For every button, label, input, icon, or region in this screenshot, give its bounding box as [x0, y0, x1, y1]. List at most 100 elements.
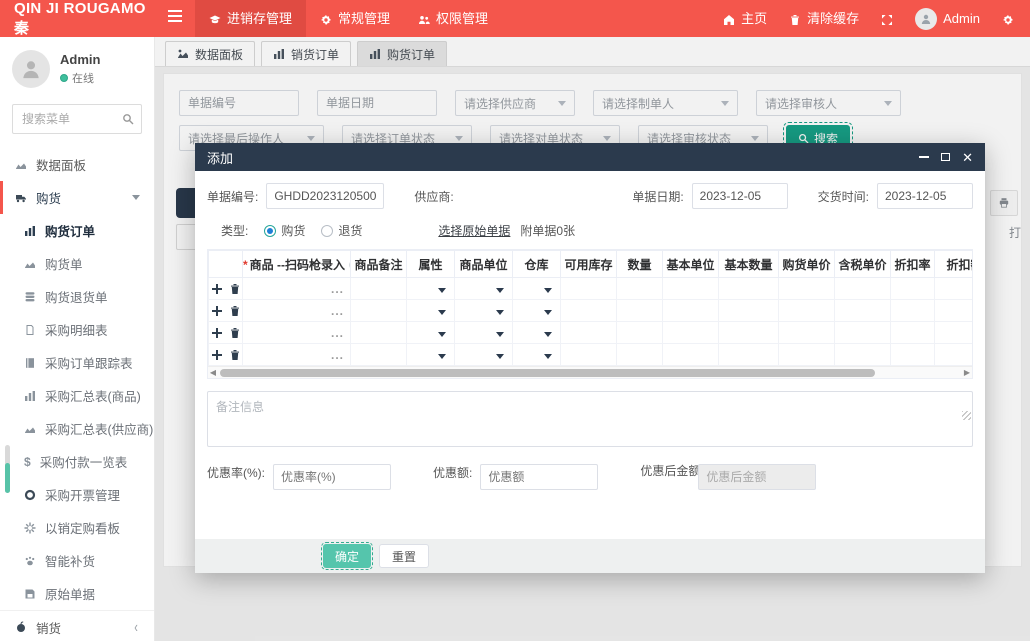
- delivery-date-input[interactable]: [877, 183, 973, 209]
- sidebar-item-label: 智能补货: [45, 555, 96, 569]
- sidebar-item-original-documents[interactable]: 原始单据: [0, 577, 154, 610]
- sidebar-scrollbar[interactable]: [5, 445, 10, 493]
- minimize-icon[interactable]: [919, 156, 930, 158]
- nav-home-label: 主页: [741, 11, 768, 26]
- warehouse-dropdown-cell[interactable]: [512, 321, 561, 344]
- warehouse-dropdown-cell[interactable]: [512, 299, 561, 322]
- product-picker-cell[interactable]: [242, 277, 351, 300]
- sidebar-item-purchase-bill[interactable]: 购货单: [0, 247, 154, 280]
- nav-item-general[interactable]: 常规管理: [306, 0, 404, 37]
- sidebar-item-purchase[interactable]: 购货: [0, 181, 154, 214]
- discount-amount-input[interactable]: [480, 464, 599, 490]
- attribute-dropdown-cell[interactable]: [406, 277, 455, 300]
- warehouse-dropdown-cell[interactable]: [512, 343, 561, 366]
- tab-purchase-order[interactable]: 购货订单: [357, 41, 448, 66]
- fullscreen-toggle[interactable]: [879, 0, 895, 37]
- horizontal-scrollbar[interactable]: ◀ ▶: [208, 366, 972, 378]
- chevron-down-icon: [544, 353, 552, 359]
- bill-date-input[interactable]: [691, 183, 788, 209]
- nav-item-inventory[interactable]: 进销存管理: [195, 0, 307, 37]
- tab-dashboard[interactable]: 数据面板: [165, 41, 256, 66]
- avatar: [915, 7, 938, 30]
- delete-row-icon[interactable]: [229, 327, 241, 339]
- filter-maker-select[interactable]: 请选择制单人: [593, 90, 738, 116]
- search-icon: [799, 133, 809, 144]
- sidebar-item-purchase-order[interactable]: 购货订单: [0, 214, 154, 247]
- sidebar-item-label: 数据面板: [36, 159, 87, 173]
- select-placeholder: 请选择供应商: [464, 96, 537, 111]
- select-origin-doc-link[interactable]: 选择原始单据: [438, 224, 511, 238]
- discount-rate-input[interactable]: [273, 464, 391, 490]
- sidebar-item-sales[interactable]: 销货 ‹: [0, 610, 154, 641]
- nav-item-permissions[interactable]: 权限管理: [404, 0, 502, 37]
- product-picker-cell[interactable]: [242, 343, 351, 366]
- search-icon: [123, 114, 134, 125]
- sidebar-item-purchase-payment-list[interactable]: 采购付款一览表: [0, 445, 154, 478]
- scan-gun-toggle[interactable]: [349, 260, 350, 271]
- nav-home[interactable]: 主页: [721, 0, 769, 37]
- user-menu[interactable]: Admin: [913, 0, 982, 37]
- unit-dropdown-cell[interactable]: [454, 277, 513, 300]
- filter-bill-date-input[interactable]: [317, 90, 437, 116]
- scroll-left-icon[interactable]: ◀: [209, 367, 217, 377]
- sidebar-item-sales-driven-board[interactable]: 以销定购看板: [0, 511, 154, 544]
- warehouse-dropdown-cell[interactable]: [512, 277, 561, 300]
- sidebar-item-purchase-summary-supplier[interactable]: 采购汇总表(供应商): [0, 412, 154, 445]
- bill-no-input[interactable]: [266, 183, 385, 209]
- type-label: 类型:: [221, 224, 249, 238]
- brand-logo[interactable]: QIN JI ROUGAMO秦: [14, 0, 146, 37]
- add-row-icon[interactable]: [211, 305, 223, 317]
- product-picker-cell[interactable]: [242, 321, 351, 344]
- sidebar-item-smart-replenish[interactable]: 智能补货: [0, 544, 154, 577]
- menu-search-input[interactable]: [12, 104, 142, 134]
- scroll-right-icon[interactable]: ▶: [963, 367, 971, 377]
- add-row-icon[interactable]: [211, 349, 223, 361]
- product-picker-cell[interactable]: [242, 299, 351, 322]
- bill-no-label: 单据编号:: [207, 189, 259, 204]
- trash-icon: [789, 0, 801, 37]
- gear-icon: [1002, 0, 1014, 37]
- close-icon[interactable]: ✕: [962, 149, 973, 165]
- hamburger-menu-icon[interactable]: [155, 7, 195, 30]
- scrollbar-thumb[interactable]: [220, 368, 875, 377]
- unit-dropdown-cell[interactable]: [454, 299, 513, 322]
- filter-supplier-select[interactable]: 请选择供应商: [455, 90, 575, 116]
- radio-return[interactable]: 退货: [321, 222, 362, 239]
- delete-row-icon[interactable]: [229, 283, 241, 295]
- dashboard-icon: [177, 48, 189, 60]
- delete-row-icon[interactable]: [229, 349, 241, 361]
- print-button[interactable]: [990, 190, 1018, 216]
- bar-chart-icon: [24, 225, 36, 237]
- sidebar: Admin 在线 数据面板 购货 购货订单 购货单 购货退货单: [0, 37, 155, 641]
- scrollbar-thumb[interactable]: [5, 463, 10, 493]
- radio-purchase[interactable]: 购货: [264, 222, 305, 239]
- unit-dropdown-cell[interactable]: [454, 321, 513, 344]
- sidebar-item-purchase-order-tracking[interactable]: 采购订单跟踪表: [0, 346, 154, 379]
- filter-auditor-select[interactable]: 请选择审核人: [756, 90, 901, 116]
- attribute-dropdown-cell[interactable]: [406, 321, 455, 344]
- nav-clear-cache[interactable]: 清除缓存: [787, 0, 861, 37]
- add-row-icon[interactable]: [211, 283, 223, 295]
- attribute-dropdown-cell[interactable]: [406, 343, 455, 366]
- sidebar-item-purchase-summary-product[interactable]: 采购汇总表(商品): [0, 379, 154, 412]
- unit-dropdown-cell[interactable]: [454, 343, 513, 366]
- attribute-dropdown-cell[interactable]: [406, 299, 455, 322]
- restore-icon[interactable]: [941, 153, 951, 161]
- resize-handle-icon[interactable]: [962, 411, 971, 420]
- filter-bill-no-input[interactable]: [179, 90, 299, 116]
- sidebar-item-purchase-invoice[interactable]: 采购开票管理: [0, 478, 154, 511]
- reset-button[interactable]: 重置: [379, 544, 430, 568]
- tab-sales-order[interactable]: 销货订单: [261, 41, 352, 66]
- settings-gear[interactable]: [1000, 0, 1016, 37]
- sidebar-item-purchase-return[interactable]: 购货退货单: [0, 280, 154, 313]
- dialog-header[interactable]: 添加 ✕: [195, 143, 985, 171]
- avatar[interactable]: [12, 50, 50, 88]
- sidebar-item-dashboard[interactable]: 数据面板: [0, 148, 154, 181]
- sidebar-item-purchase-detail-report[interactable]: 采购明细表: [0, 313, 154, 346]
- delete-row-icon[interactable]: [229, 305, 241, 317]
- remark-textarea[interactable]: [207, 391, 973, 447]
- chart-area-icon: [15, 159, 27, 171]
- add-row-icon[interactable]: [211, 327, 223, 339]
- profile-status: 在线: [72, 73, 94, 85]
- confirm-button[interactable]: 确定: [320, 542, 374, 570]
